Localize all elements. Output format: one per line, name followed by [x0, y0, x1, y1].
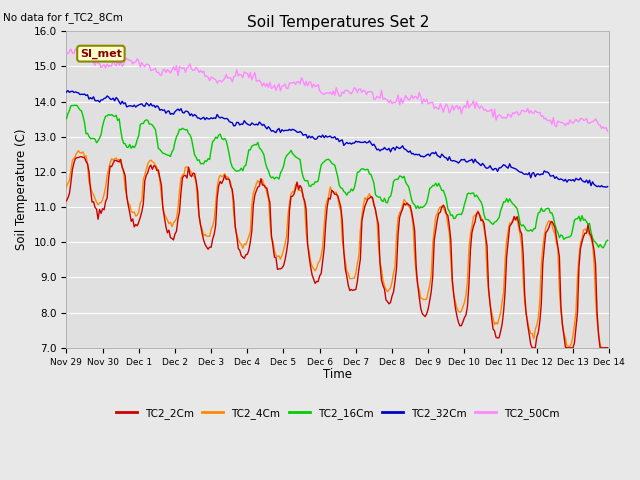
Text: SI_met: SI_met — [80, 48, 122, 59]
Text: No data for f_TC2_8Cm: No data for f_TC2_8Cm — [3, 12, 123, 23]
Title: Soil Temperatures Set 2: Soil Temperatures Set 2 — [246, 15, 429, 30]
Y-axis label: Soil Temperature (C): Soil Temperature (C) — [15, 129, 28, 250]
X-axis label: Time: Time — [323, 368, 352, 381]
Legend: TC2_2Cm, TC2_4Cm, TC2_16Cm, TC2_32Cm, TC2_50Cm: TC2_2Cm, TC2_4Cm, TC2_16Cm, TC2_32Cm, TC… — [111, 404, 564, 423]
